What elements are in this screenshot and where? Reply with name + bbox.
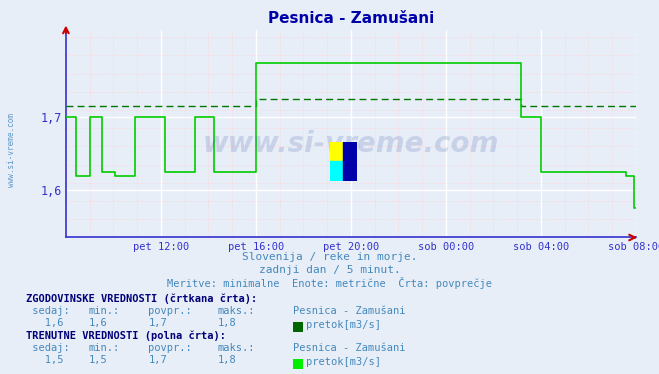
Text: Meritve: minimalne  Enote: metrične  Črta: povprečje: Meritve: minimalne Enote: metrične Črta:… [167,277,492,289]
Text: Slovenija / reke in morje.: Slovenija / reke in morje. [242,252,417,262]
Text: maks.:: maks.: [217,343,255,353]
Text: maks.:: maks.: [217,306,255,316]
Text: zadnji dan / 5 minut.: zadnji dan / 5 minut. [258,265,401,275]
Text: povpr.:: povpr.: [148,343,192,353]
Text: ZGODOVINSKE VREDNOSTI (črtkana črta):: ZGODOVINSKE VREDNOSTI (črtkana črta): [26,294,258,304]
Text: pretok[m3/s]: pretok[m3/s] [306,357,382,367]
Title: Pesnica - Zamušani: Pesnica - Zamušani [268,11,434,26]
Text: sedaj:: sedaj: [26,343,70,353]
Text: 1,5: 1,5 [26,355,64,365]
Text: www.si-vreme.com: www.si-vreme.com [7,113,16,187]
Text: 1,6: 1,6 [89,318,107,328]
Text: min.:: min.: [89,343,120,353]
Text: min.:: min.: [89,306,120,316]
Text: TRENUTNE VREDNOSTI (polna črta):: TRENUTNE VREDNOSTI (polna črta): [26,330,226,341]
Text: 1,8: 1,8 [217,355,236,365]
Text: sedaj:: sedaj: [26,306,70,316]
Text: Pesnica - Zamušani: Pesnica - Zamušani [293,306,406,316]
Text: 1,7: 1,7 [148,318,167,328]
Text: www.si-vreme.com: www.si-vreme.com [203,130,499,158]
Text: 1,7: 1,7 [148,355,167,365]
Text: 1,5: 1,5 [89,355,107,365]
Text: povpr.:: povpr.: [148,306,192,316]
Text: Pesnica - Zamušani: Pesnica - Zamušani [293,343,406,353]
Text: 1,8: 1,8 [217,318,236,328]
Text: 1,6: 1,6 [26,318,64,328]
Text: pretok[m3/s]: pretok[m3/s] [306,320,382,330]
